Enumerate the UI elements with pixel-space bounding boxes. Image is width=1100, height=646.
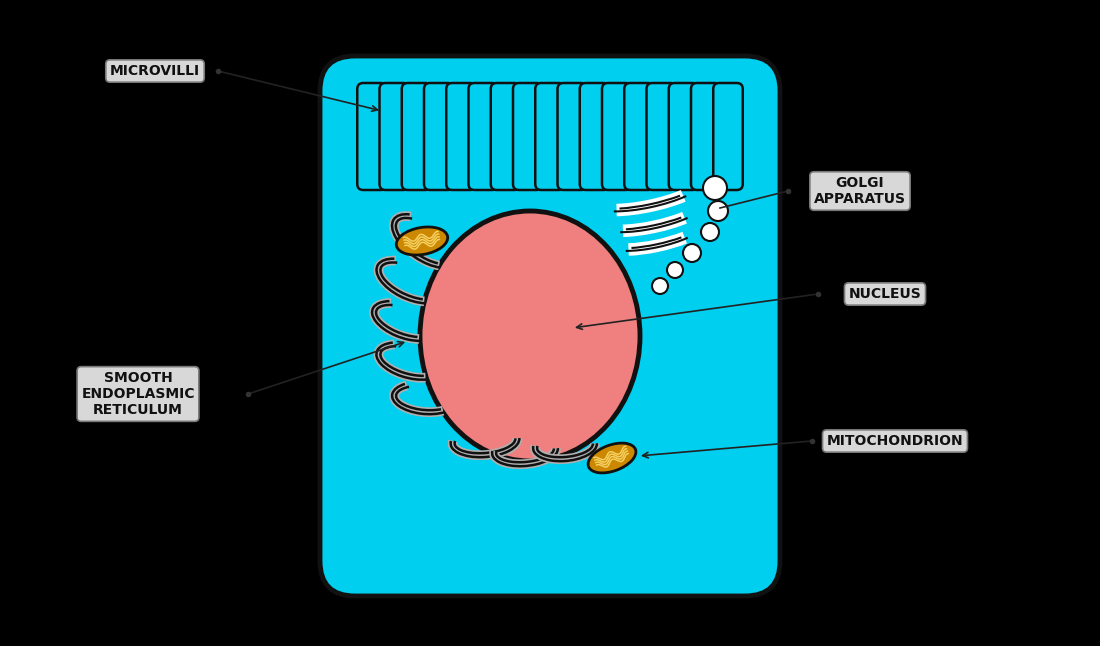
FancyBboxPatch shape	[320, 56, 780, 596]
Circle shape	[667, 262, 683, 278]
FancyBboxPatch shape	[713, 83, 743, 190]
Ellipse shape	[396, 227, 448, 255]
FancyBboxPatch shape	[424, 83, 453, 190]
Ellipse shape	[420, 211, 640, 461]
Text: MITOCHONDRION: MITOCHONDRION	[827, 434, 964, 448]
FancyBboxPatch shape	[647, 83, 676, 190]
FancyBboxPatch shape	[691, 83, 720, 190]
FancyBboxPatch shape	[558, 83, 587, 190]
Circle shape	[683, 244, 701, 262]
FancyBboxPatch shape	[580, 83, 609, 190]
Ellipse shape	[588, 443, 636, 473]
FancyBboxPatch shape	[402, 83, 431, 190]
FancyBboxPatch shape	[669, 83, 698, 190]
Text: NUCLEUS: NUCLEUS	[848, 287, 922, 301]
FancyBboxPatch shape	[491, 83, 520, 190]
FancyBboxPatch shape	[447, 83, 475, 190]
FancyBboxPatch shape	[624, 83, 653, 190]
FancyBboxPatch shape	[602, 83, 631, 190]
FancyBboxPatch shape	[536, 83, 564, 190]
Text: MICROVILLI: MICROVILLI	[110, 64, 200, 78]
FancyBboxPatch shape	[358, 83, 387, 190]
Circle shape	[701, 223, 719, 241]
Circle shape	[708, 201, 728, 221]
Circle shape	[703, 176, 727, 200]
Text: SMOOTH
ENDOPLASMIC
RETICULUM: SMOOTH ENDOPLASMIC RETICULUM	[81, 371, 195, 417]
Circle shape	[652, 278, 668, 294]
FancyBboxPatch shape	[379, 83, 409, 190]
FancyBboxPatch shape	[513, 83, 542, 190]
Text: GOLGI
APPARATUS: GOLGI APPARATUS	[814, 176, 906, 206]
FancyBboxPatch shape	[469, 83, 498, 190]
